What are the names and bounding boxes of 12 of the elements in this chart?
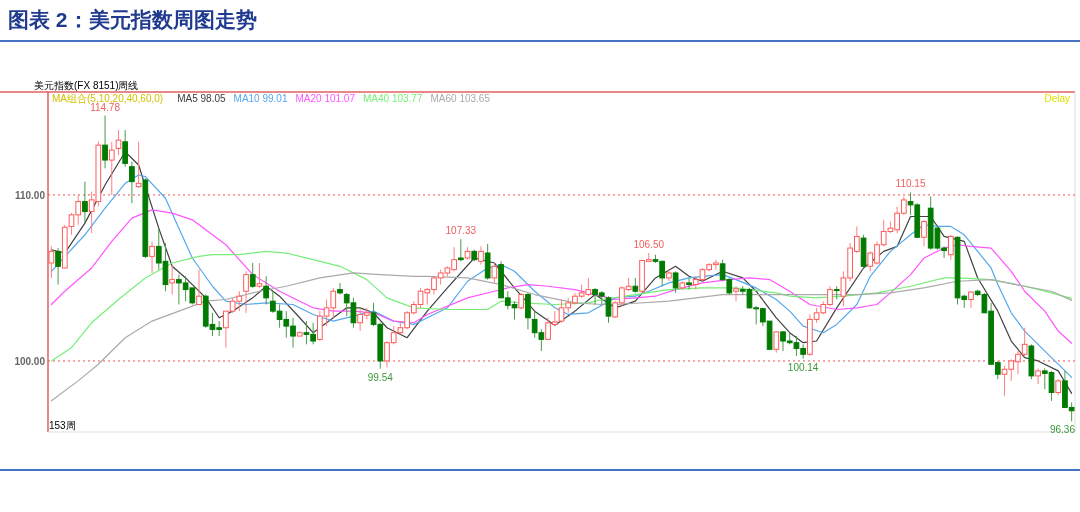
title: 图表 2：美元指数周图走势 [8,8,257,31]
subtitle: 美元指数(FX 8151) [34,80,119,91]
annotation: 107.33 [445,225,477,237]
annotation: 106.50 [633,239,665,251]
annotation: 99.54 [367,371,393,383]
annotation: 153周 [49,420,76,431]
annotation: 100.14 [787,361,819,373]
annotation: 110.15 [895,178,926,190]
legend: MA组合(5,10,20,40,60,0) MA5 98.05 MA10 99.01 MA20 101.07 MA40 103.77 MA60 103.65 [52,93,490,104]
annotation: Delay [1044,93,1070,104]
annotation: 周线 [118,80,138,91]
annotation: 96.36 [1049,424,1075,436]
